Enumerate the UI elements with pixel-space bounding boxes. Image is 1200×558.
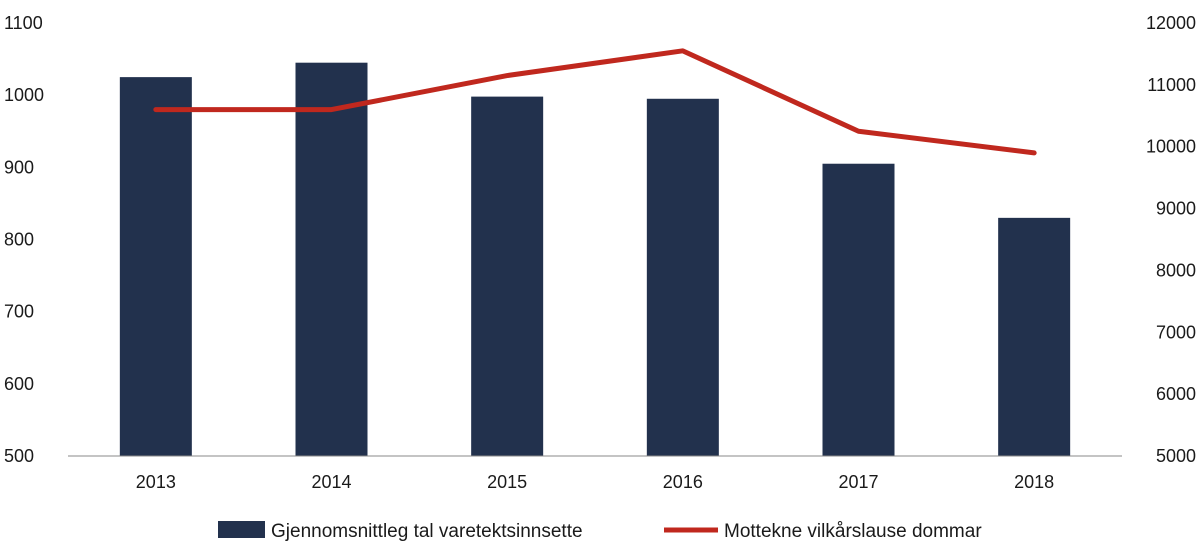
bar <box>998 217 1071 456</box>
x-tick-label: 2017 <box>838 472 878 492</box>
bar <box>822 163 895 456</box>
left-tick-label: 800 <box>4 230 34 250</box>
bar <box>295 62 368 457</box>
right-tick-label: 7000 <box>1156 322 1196 342</box>
left-tick-label: 700 <box>4 302 34 322</box>
legend: Gjennomsnittleg tal varetektsinnsette Mo… <box>218 521 982 542</box>
x-tick-label: 2016 <box>663 472 703 492</box>
x-tick-label: 2015 <box>487 472 527 492</box>
left-tick-label: 1100 <box>4 13 43 33</box>
left-tick-label: 600 <box>4 374 34 394</box>
right-tick-label: 11000 <box>1147 75 1196 95</box>
line-series <box>153 48 1037 156</box>
right-y-axis: 5000 6000 7000 8000 9000 10000 11000 12000 <box>1146 13 1196 466</box>
x-tick-label: 2013 <box>136 472 176 492</box>
right-tick-label: 5000 <box>1156 446 1196 466</box>
right-tick-label: 9000 <box>1156 199 1196 219</box>
x-tick-label: 2018 <box>1014 472 1054 492</box>
bar <box>119 77 192 456</box>
left-tick-label: 900 <box>4 157 34 177</box>
left-tick-label: 1000 <box>4 85 44 105</box>
legend-label-bar: Gjennomsnittleg tal varetektsinnsette <box>271 521 583 542</box>
right-tick-label: 8000 <box>1156 260 1196 280</box>
legend-swatch-bar <box>218 521 265 538</box>
left-y-axis: 500 600 700 800 900 1000 1100 <box>4 13 44 466</box>
left-tick-label: 500 <box>4 446 34 466</box>
bar <box>646 98 719 457</box>
right-tick-label: 10000 <box>1146 137 1196 157</box>
x-axis: 2013 2014 2015 2016 2017 2018 <box>136 472 1054 492</box>
bar-series <box>119 62 1071 457</box>
right-tick-label: 12000 <box>1146 13 1196 33</box>
bar <box>471 96 544 457</box>
legend-label-line: Mottekne vilkårslause dommar <box>724 521 982 542</box>
line-series-path <box>153 48 1037 156</box>
x-tick-label: 2014 <box>311 472 351 492</box>
right-tick-label: 6000 <box>1156 384 1196 404</box>
